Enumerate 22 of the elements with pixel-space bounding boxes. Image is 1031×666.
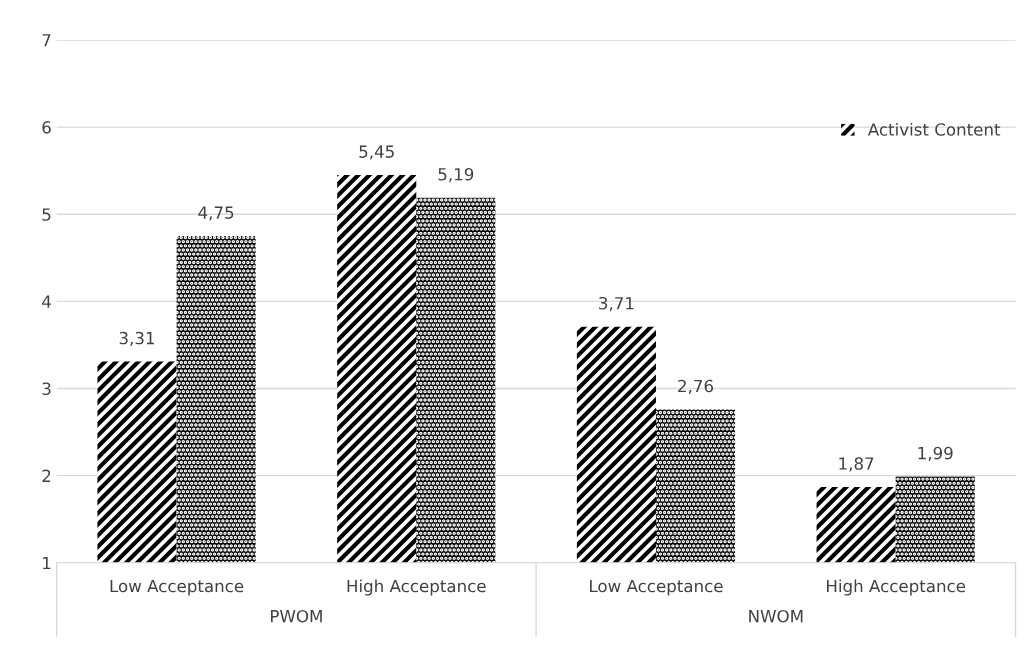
- x-tick-label: High Acceptance: [347, 579, 486, 596]
- data-label: 3,31: [119, 331, 155, 347]
- x-tick-label: Low Acceptance: [110, 579, 244, 596]
- x-tick-label: Low Acceptance: [590, 579, 723, 596]
- legend-label: Activist Content: [867, 122, 1001, 136]
- data-label: 2,76: [678, 379, 714, 394]
- data-label: 3,71: [599, 296, 634, 312]
- y-tick-label: 7: [42, 34, 51, 47]
- text: NWOM: [749, 609, 803, 623]
- y-tick-label: 1: [43, 556, 51, 570]
- data-label: 4,75: [198, 206, 234, 221]
- y-tick-label: 2: [42, 469, 51, 482]
- text: PWOM: [271, 609, 322, 623]
- data-label: 5,19: [438, 167, 474, 183]
- y-tick-label: 5: [42, 208, 51, 221]
- data-label: 1,99: [918, 446, 953, 462]
- y-tick-label: 6: [42, 121, 51, 134]
- y-tick-label: 4: [42, 295, 51, 308]
- data-label: 5,45: [359, 145, 394, 160]
- y-tick-label: 3: [42, 382, 51, 396]
- x-tick-label: High Acceptance: [827, 579, 966, 596]
- data-label: 1,87: [839, 457, 874, 472]
